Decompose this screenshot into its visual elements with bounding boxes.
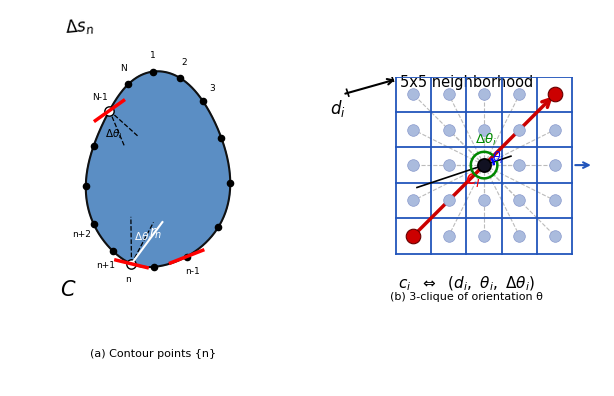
Text: n-1: n-1	[185, 267, 200, 276]
Text: n: n	[125, 275, 131, 284]
Point	[104, 107, 114, 114]
Point	[515, 197, 524, 204]
Point	[216, 135, 226, 141]
Point	[408, 127, 418, 133]
Text: 1: 1	[150, 51, 155, 60]
Text: n+2: n+2	[72, 230, 91, 240]
Text: $\theta_i$: $\theta_i$	[491, 150, 503, 166]
Point	[479, 91, 489, 97]
Point	[479, 233, 489, 239]
Text: (a) Contour points {n}: (a) Contour points {n}	[90, 349, 216, 360]
Text: 5x5 neighborhood: 5x5 neighborhood	[400, 74, 533, 89]
Point	[515, 233, 524, 239]
Text: (b) 3-clique of orientation θ: (b) 3-clique of orientation θ	[390, 292, 543, 302]
Text: $c_i$: $c_i$	[465, 171, 481, 190]
Point	[550, 233, 560, 239]
Point	[108, 248, 118, 254]
Point	[104, 107, 114, 114]
Point	[214, 224, 223, 230]
Text: N-1: N-1	[92, 93, 108, 102]
Text: 2: 2	[181, 58, 187, 67]
Text: 3: 3	[209, 84, 215, 93]
Text: $\boldsymbol{d_i}$: $\boldsymbol{d_i}$	[330, 98, 346, 119]
Point	[515, 91, 524, 97]
Point	[550, 127, 560, 133]
Text: $\Delta\theta_i$: $\Delta\theta_i$	[134, 230, 152, 244]
Point	[126, 261, 136, 267]
Text: n+1: n+1	[96, 261, 115, 270]
Point	[149, 264, 158, 270]
Point	[408, 197, 418, 204]
Point	[408, 233, 418, 239]
Point	[444, 91, 454, 97]
Point	[444, 162, 454, 168]
Text: $\Delta s_n$: $\Delta s_n$	[64, 15, 94, 38]
Point	[182, 253, 192, 260]
Point	[123, 81, 133, 87]
Point	[479, 127, 489, 133]
Point	[550, 91, 560, 97]
Point	[198, 98, 208, 105]
Text: $\Delta\theta_i$: $\Delta\theta_i$	[475, 132, 497, 148]
Point	[444, 197, 454, 204]
Point	[89, 143, 99, 149]
Point	[89, 221, 99, 228]
Point	[408, 162, 418, 168]
Point	[550, 91, 560, 97]
Point	[225, 179, 235, 186]
Point	[479, 162, 489, 168]
Polygon shape	[86, 71, 230, 267]
Point	[126, 261, 136, 267]
Point	[550, 197, 560, 204]
Point	[81, 183, 91, 189]
Point	[148, 69, 158, 75]
Point	[444, 127, 454, 133]
Text: N: N	[120, 64, 127, 73]
Point	[550, 162, 560, 168]
Point	[515, 162, 524, 168]
Point	[444, 233, 454, 239]
Point	[408, 233, 418, 239]
Point	[408, 91, 418, 97]
Text: $r_n$: $r_n$	[149, 225, 163, 241]
Text: $C$: $C$	[60, 280, 77, 300]
Point	[175, 75, 185, 81]
Point	[479, 197, 489, 204]
Text: $\boldsymbol{c_i}$  $\Leftrightarrow$  $( d_i ,\ \theta_i ,\ \Delta\theta_i )$: $\boldsymbol{c_i}$ $\Leftrightarrow$ $( …	[398, 274, 535, 293]
Point	[515, 127, 524, 133]
Text: $\Delta\theta_i$: $\Delta\theta_i$	[105, 127, 122, 141]
